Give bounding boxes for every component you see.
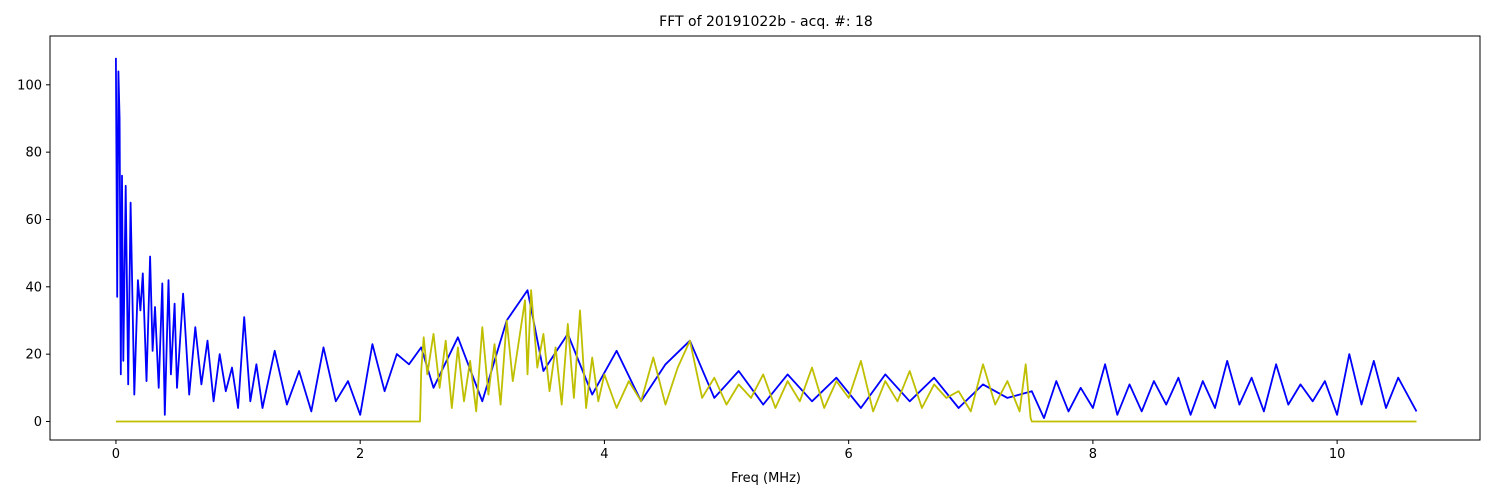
y-axis: 0 20 40 60 80 100	[17, 78, 50, 430]
y-tick-label: 60	[25, 213, 42, 228]
chart-title: FFT of 20191022b - acq. #: 18	[659, 14, 873, 30]
x-tick-label: 4	[600, 447, 608, 462]
y-tick-label: 0	[34, 415, 42, 430]
y-tick-label: 40	[25, 280, 42, 295]
series-line-1	[115, 57, 1418, 420]
x-axis-label: Freq (MHz)	[731, 471, 801, 486]
x-tick-label: 6	[845, 447, 853, 462]
x-tick-label: 0	[112, 447, 120, 462]
plot-area-frame	[49, 35, 1481, 441]
x-tick-label: 8	[1089, 447, 1097, 462]
x-axis: 0 2 4 6 8 10	[112, 440, 1346, 462]
data-series-group	[115, 57, 1418, 423]
series-line-2	[115, 289, 1417, 423]
y-tick-label: 20	[25, 348, 42, 363]
y-tick-label: 80	[25, 146, 42, 161]
x-tick-label: 2	[356, 447, 364, 462]
x-tick-label: 10	[1329, 447, 1346, 462]
y-tick-label: 100	[17, 78, 42, 93]
